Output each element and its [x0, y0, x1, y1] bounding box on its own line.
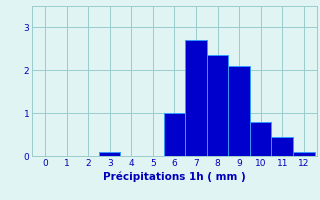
Bar — [207, 55, 228, 156]
Bar — [228, 66, 250, 156]
Bar — [185, 40, 207, 156]
Bar — [271, 137, 293, 156]
Bar — [164, 113, 185, 156]
Bar — [293, 152, 315, 156]
Bar — [250, 122, 271, 156]
Bar — [99, 152, 120, 156]
X-axis label: Précipitations 1h ( mm ): Précipitations 1h ( mm ) — [103, 172, 246, 182]
